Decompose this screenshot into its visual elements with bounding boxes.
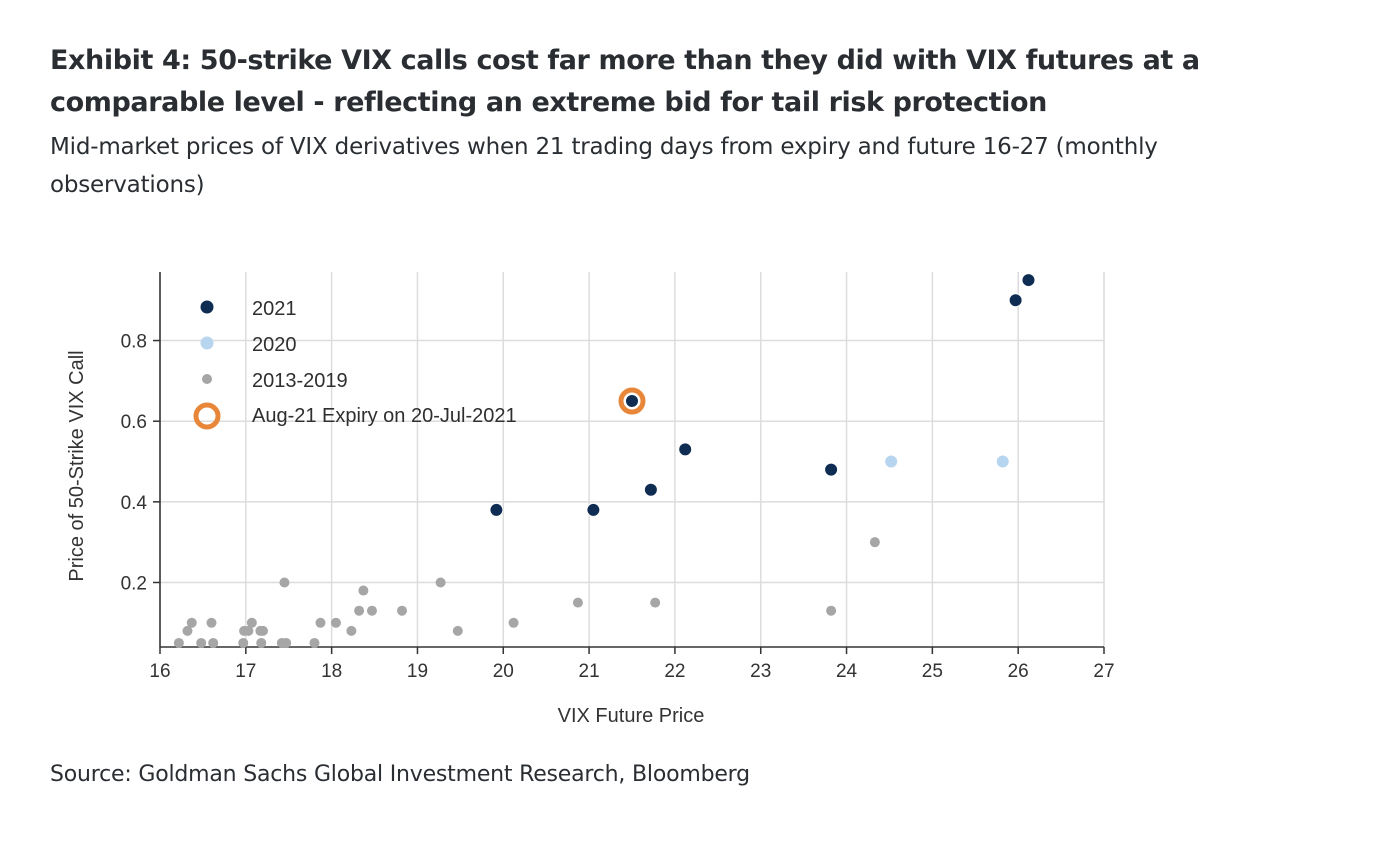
point-2021 (586, 502, 601, 517)
data-points (173, 273, 1036, 648)
y-axis-label: Price of 50-Strike VIX Call (66, 350, 88, 581)
point-2013-2019 (238, 637, 249, 648)
x-axis-label: VIX Future Price (558, 705, 705, 727)
point-2020 (995, 454, 1010, 469)
source-note: Source: Goldman Sachs Global Investment … (50, 762, 750, 787)
point-2013-2019 (435, 577, 446, 588)
legend-label: Aug-21 Expiry on 20-Jul-2021 (252, 405, 517, 427)
point-2013-2019 (354, 605, 365, 616)
point-2013-2019 (330, 617, 341, 628)
x-tick-label: 26 (1008, 661, 1029, 682)
x-tick-label: 17 (235, 661, 256, 682)
highlight-point (625, 394, 639, 409)
point-2013-2019 (243, 625, 254, 636)
legend-marker-2013-2019 (202, 374, 212, 384)
y-tick-label: 0.4 (121, 493, 148, 514)
highlight-ring (618, 387, 646, 415)
point-2013-2019 (508, 617, 519, 628)
point-2021 (1008, 293, 1023, 308)
point-2013-2019 (346, 625, 357, 636)
legend-marker-2020 (200, 336, 214, 350)
point-2013-2019 (366, 605, 377, 616)
point-2013-2019 (173, 637, 184, 648)
chart-subtitle: Mid-market prices of VIX derivatives whe… (50, 134, 1158, 198)
point-2013-2019 (256, 637, 267, 648)
point-2013-2019 (182, 625, 193, 636)
point-2013-2019 (309, 637, 320, 648)
legend-marker-ring (193, 402, 221, 430)
point-2013-2019 (208, 637, 219, 648)
point-2021 (1021, 273, 1036, 288)
x-tick-label: 21 (579, 661, 600, 682)
point-2013-2019 (279, 577, 290, 588)
grid-lines (160, 272, 1105, 647)
point-2013-2019 (826, 605, 837, 616)
legend: 2021 2020 2013-2019 Aug-21 Expiry on 20-Jul… (193, 298, 517, 430)
point-2013-2019 (246, 617, 257, 628)
point-2020 (884, 454, 899, 469)
y-tick-label: 0.8 (121, 332, 147, 353)
y-tick-label: 0.6 (121, 412, 147, 433)
x-tick-label: 24 (836, 661, 858, 682)
axes: 16 17 18 19 20 21 22 23 24 25 26 270.20.40.60.8 (121, 272, 1115, 682)
point-2021 (824, 462, 839, 477)
point-2021 (678, 442, 693, 457)
point-2013-2019 (397, 605, 408, 616)
point-2013-2019 (257, 625, 268, 636)
point-2013-2019 (869, 537, 880, 548)
x-tick-label: 18 (321, 661, 342, 682)
legend-label: 2020 (252, 334, 297, 356)
x-tick-label: 23 (750, 661, 771, 682)
point-2013-2019 (452, 625, 463, 636)
x-tick-label: 20 (493, 661, 514, 682)
point-2013-2019 (358, 585, 369, 596)
point-2013-2019 (281, 637, 292, 648)
point-2021 (489, 502, 504, 517)
legend-marker-2021 (200, 300, 214, 314)
legend-label: 2021 (252, 298, 297, 320)
point-2013-2019 (315, 617, 326, 628)
y-tick-label: 0.2 (121, 573, 147, 594)
x-tick-label: 27 (1093, 661, 1114, 682)
x-tick-label: 16 (149, 661, 170, 682)
point-2013-2019 (206, 617, 217, 628)
point-2021 (643, 482, 658, 497)
point-2013-2019 (650, 597, 661, 608)
x-tick-label: 25 (922, 661, 943, 682)
x-tick-label: 22 (664, 661, 685, 682)
chart-title: Exhibit 4: 50-strike VIX calls cost far … (50, 45, 1200, 118)
point-2013-2019 (196, 637, 207, 648)
x-tick-label: 19 (407, 661, 428, 682)
point-2013-2019 (572, 597, 583, 608)
legend-label: 2013-2019 (252, 370, 348, 392)
point-2013-2019 (186, 617, 197, 628)
